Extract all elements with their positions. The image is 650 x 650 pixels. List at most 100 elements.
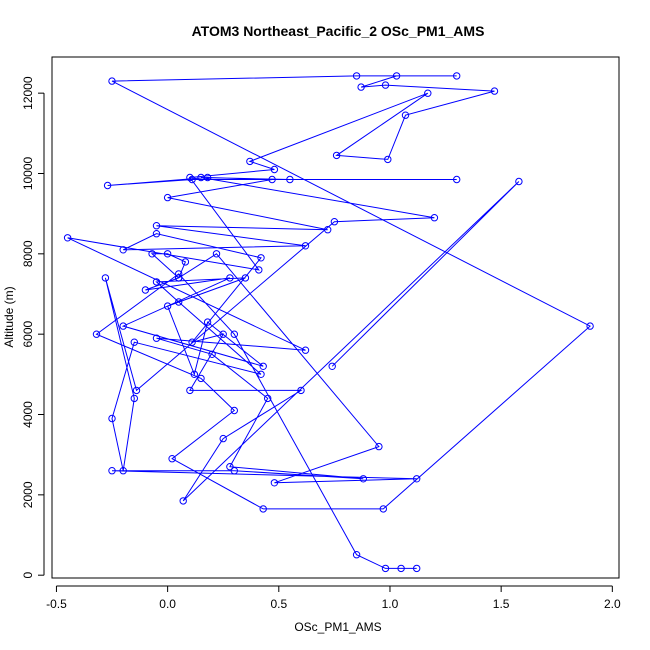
data-point (328, 362, 336, 370)
y-axis: 0 2000 4000 6000 8000 10000 12000 (21, 76, 45, 579)
data-point (268, 175, 276, 184)
data-point (259, 362, 267, 370)
data-point (148, 250, 156, 258)
data-point (179, 497, 187, 505)
data-point (168, 455, 176, 463)
data-point (181, 258, 190, 266)
data-point (186, 173, 194, 182)
data-point (332, 151, 341, 160)
data-point (379, 505, 387, 513)
data-point (381, 564, 390, 573)
data-point (515, 177, 523, 186)
data-series (63, 72, 594, 573)
data-point (430, 214, 439, 222)
x-tick-label: 0.0 (159, 597, 176, 611)
data-point (301, 346, 310, 354)
y-axis-label: Altitude (m) (2, 286, 16, 347)
data-point (413, 475, 421, 483)
data-point (130, 394, 139, 403)
data-point (197, 374, 205, 383)
data-point (381, 81, 390, 89)
data-point (175, 270, 183, 278)
y-tick-label: 4000 (21, 401, 35, 428)
data-point (212, 250, 221, 258)
data-point (141, 286, 150, 294)
data-point (401, 111, 410, 119)
data-point (163, 193, 172, 202)
data-point (186, 386, 194, 395)
data-point (188, 338, 196, 346)
y-tick-label: 10000 (21, 156, 35, 190)
y-tick-label: 0 (21, 572, 35, 579)
data-point (397, 564, 405, 573)
data-point (208, 350, 216, 358)
data-point (132, 386, 141, 395)
data-point (301, 242, 310, 250)
data-point (413, 564, 421, 573)
data-point (203, 173, 212, 182)
data-point (586, 322, 594, 330)
y-tick-label: 8000 (21, 240, 35, 267)
data-point (103, 181, 112, 190)
data-point (257, 370, 265, 378)
x-tick-label: 2.0 (604, 597, 621, 611)
x-tick-label: -0.5 (46, 597, 67, 611)
data-point (152, 334, 161, 342)
data-point (175, 298, 183, 306)
data-point (152, 230, 161, 238)
data-point (255, 266, 263, 274)
data-point (188, 175, 196, 184)
data-point (453, 175, 461, 184)
data-point (190, 370, 199, 378)
x-tick-label: 1.5 (493, 597, 510, 611)
x-axis: -0.5 0.0 0.5 1.0 1.5 2.0 (46, 585, 621, 611)
data-point (63, 234, 72, 242)
data-point (119, 467, 127, 475)
data-point (384, 155, 392, 164)
plot-frame (51, 56, 620, 579)
data-point (108, 414, 116, 423)
data-point (119, 322, 127, 330)
x-axis-label: OSc_PM1_AMS (294, 620, 381, 634)
data-point (226, 463, 234, 471)
x-tick-label: 1.0 (382, 597, 399, 611)
data-point (152, 278, 161, 286)
x-tick-label: 0.5 (270, 597, 287, 611)
data-point (453, 72, 461, 80)
data-point (130, 338, 139, 346)
y-tick-label: 2000 (21, 481, 35, 508)
data-point (203, 318, 212, 326)
y-tick-label: 12000 (21, 76, 35, 110)
data-point (359, 475, 367, 483)
data-point (375, 442, 383, 451)
data-point (264, 394, 272, 403)
data-point (101, 274, 110, 282)
data-point (152, 222, 161, 230)
data-point (92, 330, 101, 338)
data-point (259, 505, 267, 513)
data-point (357, 83, 365, 91)
data-point (108, 467, 116, 475)
data-point (352, 551, 361, 559)
data-point (270, 479, 279, 487)
data-point (230, 406, 239, 415)
data-point (230, 467, 239, 475)
data-point (230, 330, 239, 338)
data-point (226, 274, 234, 282)
data-point (175, 274, 183, 282)
data-point (490, 87, 499, 95)
data-point (392, 72, 401, 80)
data-point (163, 250, 172, 258)
data-point (219, 330, 227, 338)
y-tick-label: 6000 (21, 321, 35, 348)
data-point (119, 246, 127, 254)
data-point (324, 226, 332, 234)
chart-title: ATOM3 Northeast_Pacific_2 OSc_PM1_AMS (192, 23, 485, 39)
data-point (219, 434, 227, 443)
data-point (246, 157, 254, 166)
data-point (241, 274, 250, 282)
data-point (297, 386, 305, 395)
data-point (286, 175, 294, 184)
series-line (67, 75, 591, 569)
